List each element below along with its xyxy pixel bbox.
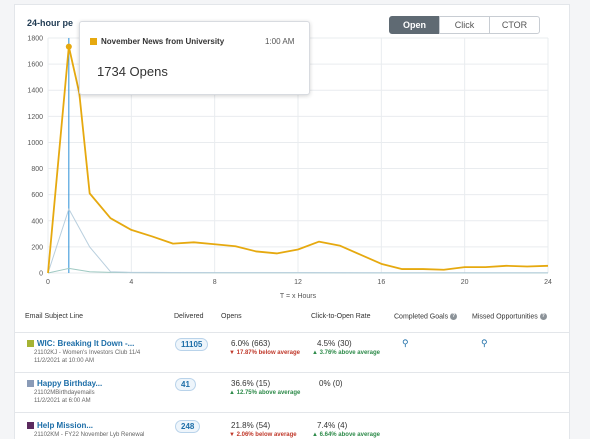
row-subject-link[interactable]: Help Mission... xyxy=(37,421,94,430)
row-color-swatch xyxy=(27,422,34,429)
x-tick-label: 16 xyxy=(377,279,385,286)
opens-value: 21.8% (54) xyxy=(231,421,271,430)
row-color-swatch xyxy=(27,340,34,347)
tooltip-series-swatch xyxy=(90,38,97,45)
y-tick-label: 400 xyxy=(31,218,43,225)
toggle-click[interactable]: Click xyxy=(439,16,490,34)
ctor-value: 0% (0) xyxy=(319,379,343,388)
ctor-trend: ▲ 3.76% above average xyxy=(312,350,380,356)
header-opens[interactable]: Opens xyxy=(221,313,242,320)
series-line xyxy=(47,208,548,274)
x-tick-label: 24 xyxy=(544,279,552,286)
row-sent-time: 11/2/2021 at 10:00 AM xyxy=(34,358,94,364)
header-subject[interactable]: Email Subject Line xyxy=(25,313,83,320)
y-tick-label: 600 xyxy=(31,192,43,199)
header-ctor[interactable]: Click-to-Open Rate xyxy=(311,313,371,320)
series-line xyxy=(47,45,549,274)
y-tick-label: 1600 xyxy=(27,62,43,69)
table-row[interactable]: WIC: Breaking It Down -... 21102KJ - Wom… xyxy=(15,333,569,373)
hover-point xyxy=(65,43,72,50)
page-gutter xyxy=(572,0,590,439)
row-campaign: 21102KM - FY22 November Lyb Renewal xyxy=(34,432,145,438)
header-completed-goals[interactable]: Completed Goals? xyxy=(394,313,458,321)
opens-value: 36.6% (15) xyxy=(231,379,271,388)
row-subject-link[interactable]: WIC: Breaking It Down -... xyxy=(37,339,135,348)
opens-value: 6.0% (663) xyxy=(231,339,271,348)
chart-tooltip: November News from University 1:00 AM 17… xyxy=(79,21,310,95)
header-missed-opportunities[interactable]: Missed Opportunities? xyxy=(472,313,547,320)
y-tick-label: 1400 xyxy=(27,88,43,95)
engagement-card: 24-hour pe Open Click CTOR 0 200 400 600 800… xyxy=(14,4,570,439)
x-tick-label: 20 xyxy=(461,279,469,286)
table-header: Email Subject Line Delivered Opens Click… xyxy=(15,305,569,333)
help-icon[interactable]: ? xyxy=(450,313,458,320)
row-campaign: 21102KJ - Women's Investors Club 11/4 xyxy=(34,350,141,356)
y-tick-label: 800 xyxy=(31,166,43,173)
row-sent-time: 11/2/2021 at 6:00 AM xyxy=(34,398,91,404)
x-tick-label: 12 xyxy=(294,279,302,286)
tooltip-value: 1734 Opens xyxy=(97,64,168,79)
delivered-badge[interactable]: 41 xyxy=(175,378,196,391)
missed-flag-icon[interactable]: ⚲ xyxy=(481,338,488,348)
y-tick-label: 0 xyxy=(39,271,43,278)
header-missed-label: Missed Opportunities xyxy=(472,313,538,321)
delivered-badge[interactable]: 248 xyxy=(175,420,201,433)
table-row[interactable]: Happy Birthday... 21102MBirthdayemails 1… xyxy=(15,373,569,413)
y-tick-label: 200 xyxy=(31,244,43,251)
header-delivered[interactable]: Delivered xyxy=(174,313,204,320)
y-tick-label: 1200 xyxy=(27,114,43,121)
ctor-value: 4.5% (30) xyxy=(317,339,352,348)
help-icon[interactable]: ? xyxy=(539,313,547,320)
toggle-ctor[interactable]: CTOR xyxy=(489,16,540,34)
tooltip-time: 1:00 AM xyxy=(265,37,295,46)
delivered-badge[interactable]: 11105 xyxy=(175,338,209,351)
tooltip-series-name: November News from University xyxy=(101,37,225,46)
row-campaign: 21102MBirthdayemails xyxy=(34,390,95,396)
x-tick-label: 4 xyxy=(129,279,133,286)
row-subject-link[interactable]: Happy Birthday... xyxy=(37,379,103,388)
table-row[interactable]: Help Mission... 21102KM - FY22 November … xyxy=(15,413,569,439)
opens-trend: ▲ 12.75% above average xyxy=(229,390,301,396)
y-tick-label: 1000 xyxy=(27,140,43,147)
row-color-swatch xyxy=(27,380,34,387)
opens-trend: ▼ 2.06% below average xyxy=(229,432,297,438)
chart-title: 24-hour pe xyxy=(27,18,74,28)
ctor-trend: ▲ 6.64% above average xyxy=(312,432,380,438)
header-goals-label: Completed Goals xyxy=(394,313,449,321)
goals-flag-icon[interactable]: ⚲ xyxy=(402,338,409,348)
y-tick-label: 1800 xyxy=(27,36,43,43)
x-tick-label: 8 xyxy=(213,279,217,286)
opens-trend: ▼ 17.87% below average xyxy=(229,350,300,356)
ctor-value: 7.4% (4) xyxy=(317,421,348,430)
x-tick-label: 0 xyxy=(46,279,50,286)
x-axis-label: T = x Hours xyxy=(280,293,317,300)
